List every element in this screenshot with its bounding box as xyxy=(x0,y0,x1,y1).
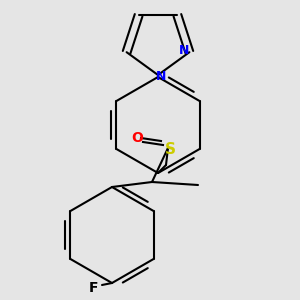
Text: S: S xyxy=(164,142,175,158)
Text: N: N xyxy=(179,44,190,57)
Text: N: N xyxy=(156,70,166,83)
Text: O: O xyxy=(131,131,143,145)
Text: F: F xyxy=(89,281,99,295)
